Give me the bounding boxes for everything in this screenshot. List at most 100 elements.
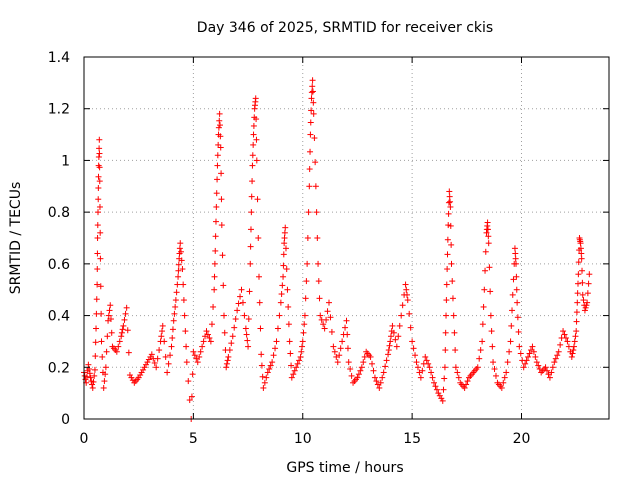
data-point — [293, 364, 300, 371]
data-point — [324, 308, 331, 315]
data-point — [296, 357, 303, 364]
data-point — [432, 383, 439, 390]
data-point — [89, 381, 96, 388]
data-point — [570, 347, 577, 354]
data-point — [516, 343, 523, 350]
data-point — [179, 266, 186, 273]
data-point — [423, 357, 430, 364]
data-point — [256, 299, 263, 306]
data-point — [562, 334, 569, 341]
data-point — [417, 374, 424, 381]
data-point — [214, 176, 221, 183]
data-point — [305, 209, 312, 216]
data-point — [404, 297, 411, 304]
data-point — [476, 355, 483, 362]
data-point — [176, 245, 183, 252]
data-point — [100, 384, 107, 391]
data-point — [95, 153, 102, 160]
data-point — [385, 351, 392, 358]
data-point — [447, 203, 454, 210]
data-point — [306, 166, 313, 173]
data-point — [264, 369, 271, 376]
data-point — [92, 339, 99, 346]
data-point — [188, 393, 195, 400]
data-point — [461, 384, 468, 391]
data-point — [221, 312, 227, 319]
data-point — [409, 338, 416, 345]
data-point — [165, 360, 172, 367]
data-point — [215, 141, 222, 148]
data-point — [283, 266, 290, 273]
data-point — [441, 364, 448, 371]
data-point — [379, 374, 386, 381]
data-point — [245, 316, 252, 323]
data-point — [183, 359, 190, 366]
data-point — [452, 364, 459, 371]
data-point — [307, 148, 314, 155]
data-point — [285, 321, 292, 328]
data-point — [248, 209, 255, 216]
data-point — [477, 347, 484, 354]
data-point — [169, 326, 176, 333]
x-tick-label: 0 — [80, 431, 89, 447]
data-point — [212, 218, 219, 225]
data-point — [312, 183, 319, 190]
data-point — [250, 141, 257, 148]
grid-lines — [84, 57, 609, 419]
data-point — [159, 322, 166, 329]
data-point — [484, 226, 491, 233]
data-point — [189, 371, 196, 378]
data-point — [395, 333, 402, 340]
data-point — [288, 374, 295, 381]
data-point — [158, 333, 165, 340]
data-point — [555, 348, 562, 355]
data-point — [164, 369, 171, 376]
data-point — [200, 338, 207, 345]
data-point — [304, 235, 311, 241]
data-point — [529, 343, 536, 350]
data-point — [256, 273, 262, 280]
data-point — [511, 245, 518, 252]
data-point — [522, 360, 529, 367]
data-point — [414, 364, 421, 371]
data-point — [383, 357, 390, 364]
data-point — [444, 266, 451, 273]
data-point — [580, 297, 587, 304]
data-point — [253, 116, 260, 123]
data-point — [217, 133, 224, 140]
data-point — [172, 303, 179, 310]
data-point — [103, 348, 110, 355]
data-point — [267, 362, 274, 369]
data-point — [584, 290, 591, 297]
data-point — [387, 338, 394, 345]
data-point — [396, 322, 403, 329]
data-point — [506, 348, 513, 355]
data-point — [371, 374, 378, 381]
data-point — [107, 302, 114, 309]
data-point — [448, 260, 455, 267]
data-point — [572, 333, 579, 340]
data-point — [535, 362, 542, 369]
data-point — [194, 359, 201, 366]
data-point — [504, 359, 511, 366]
data-point — [108, 329, 115, 336]
data-point — [386, 342, 393, 349]
data-point — [91, 366, 98, 373]
data-point — [207, 338, 214, 345]
data-point — [92, 353, 99, 360]
data-point — [96, 136, 103, 143]
data-point — [485, 240, 492, 247]
data-point — [306, 183, 313, 190]
data-point — [445, 222, 452, 229]
data-point — [571, 343, 577, 350]
data-point — [212, 247, 219, 254]
data-point — [399, 302, 406, 309]
data-point — [211, 273, 218, 280]
data-point — [443, 281, 450, 288]
data-point — [337, 345, 344, 352]
data-point — [145, 356, 152, 363]
data-point — [86, 370, 93, 377]
data-point — [447, 198, 454, 205]
data-point — [328, 328, 335, 335]
data-point — [512, 250, 519, 257]
